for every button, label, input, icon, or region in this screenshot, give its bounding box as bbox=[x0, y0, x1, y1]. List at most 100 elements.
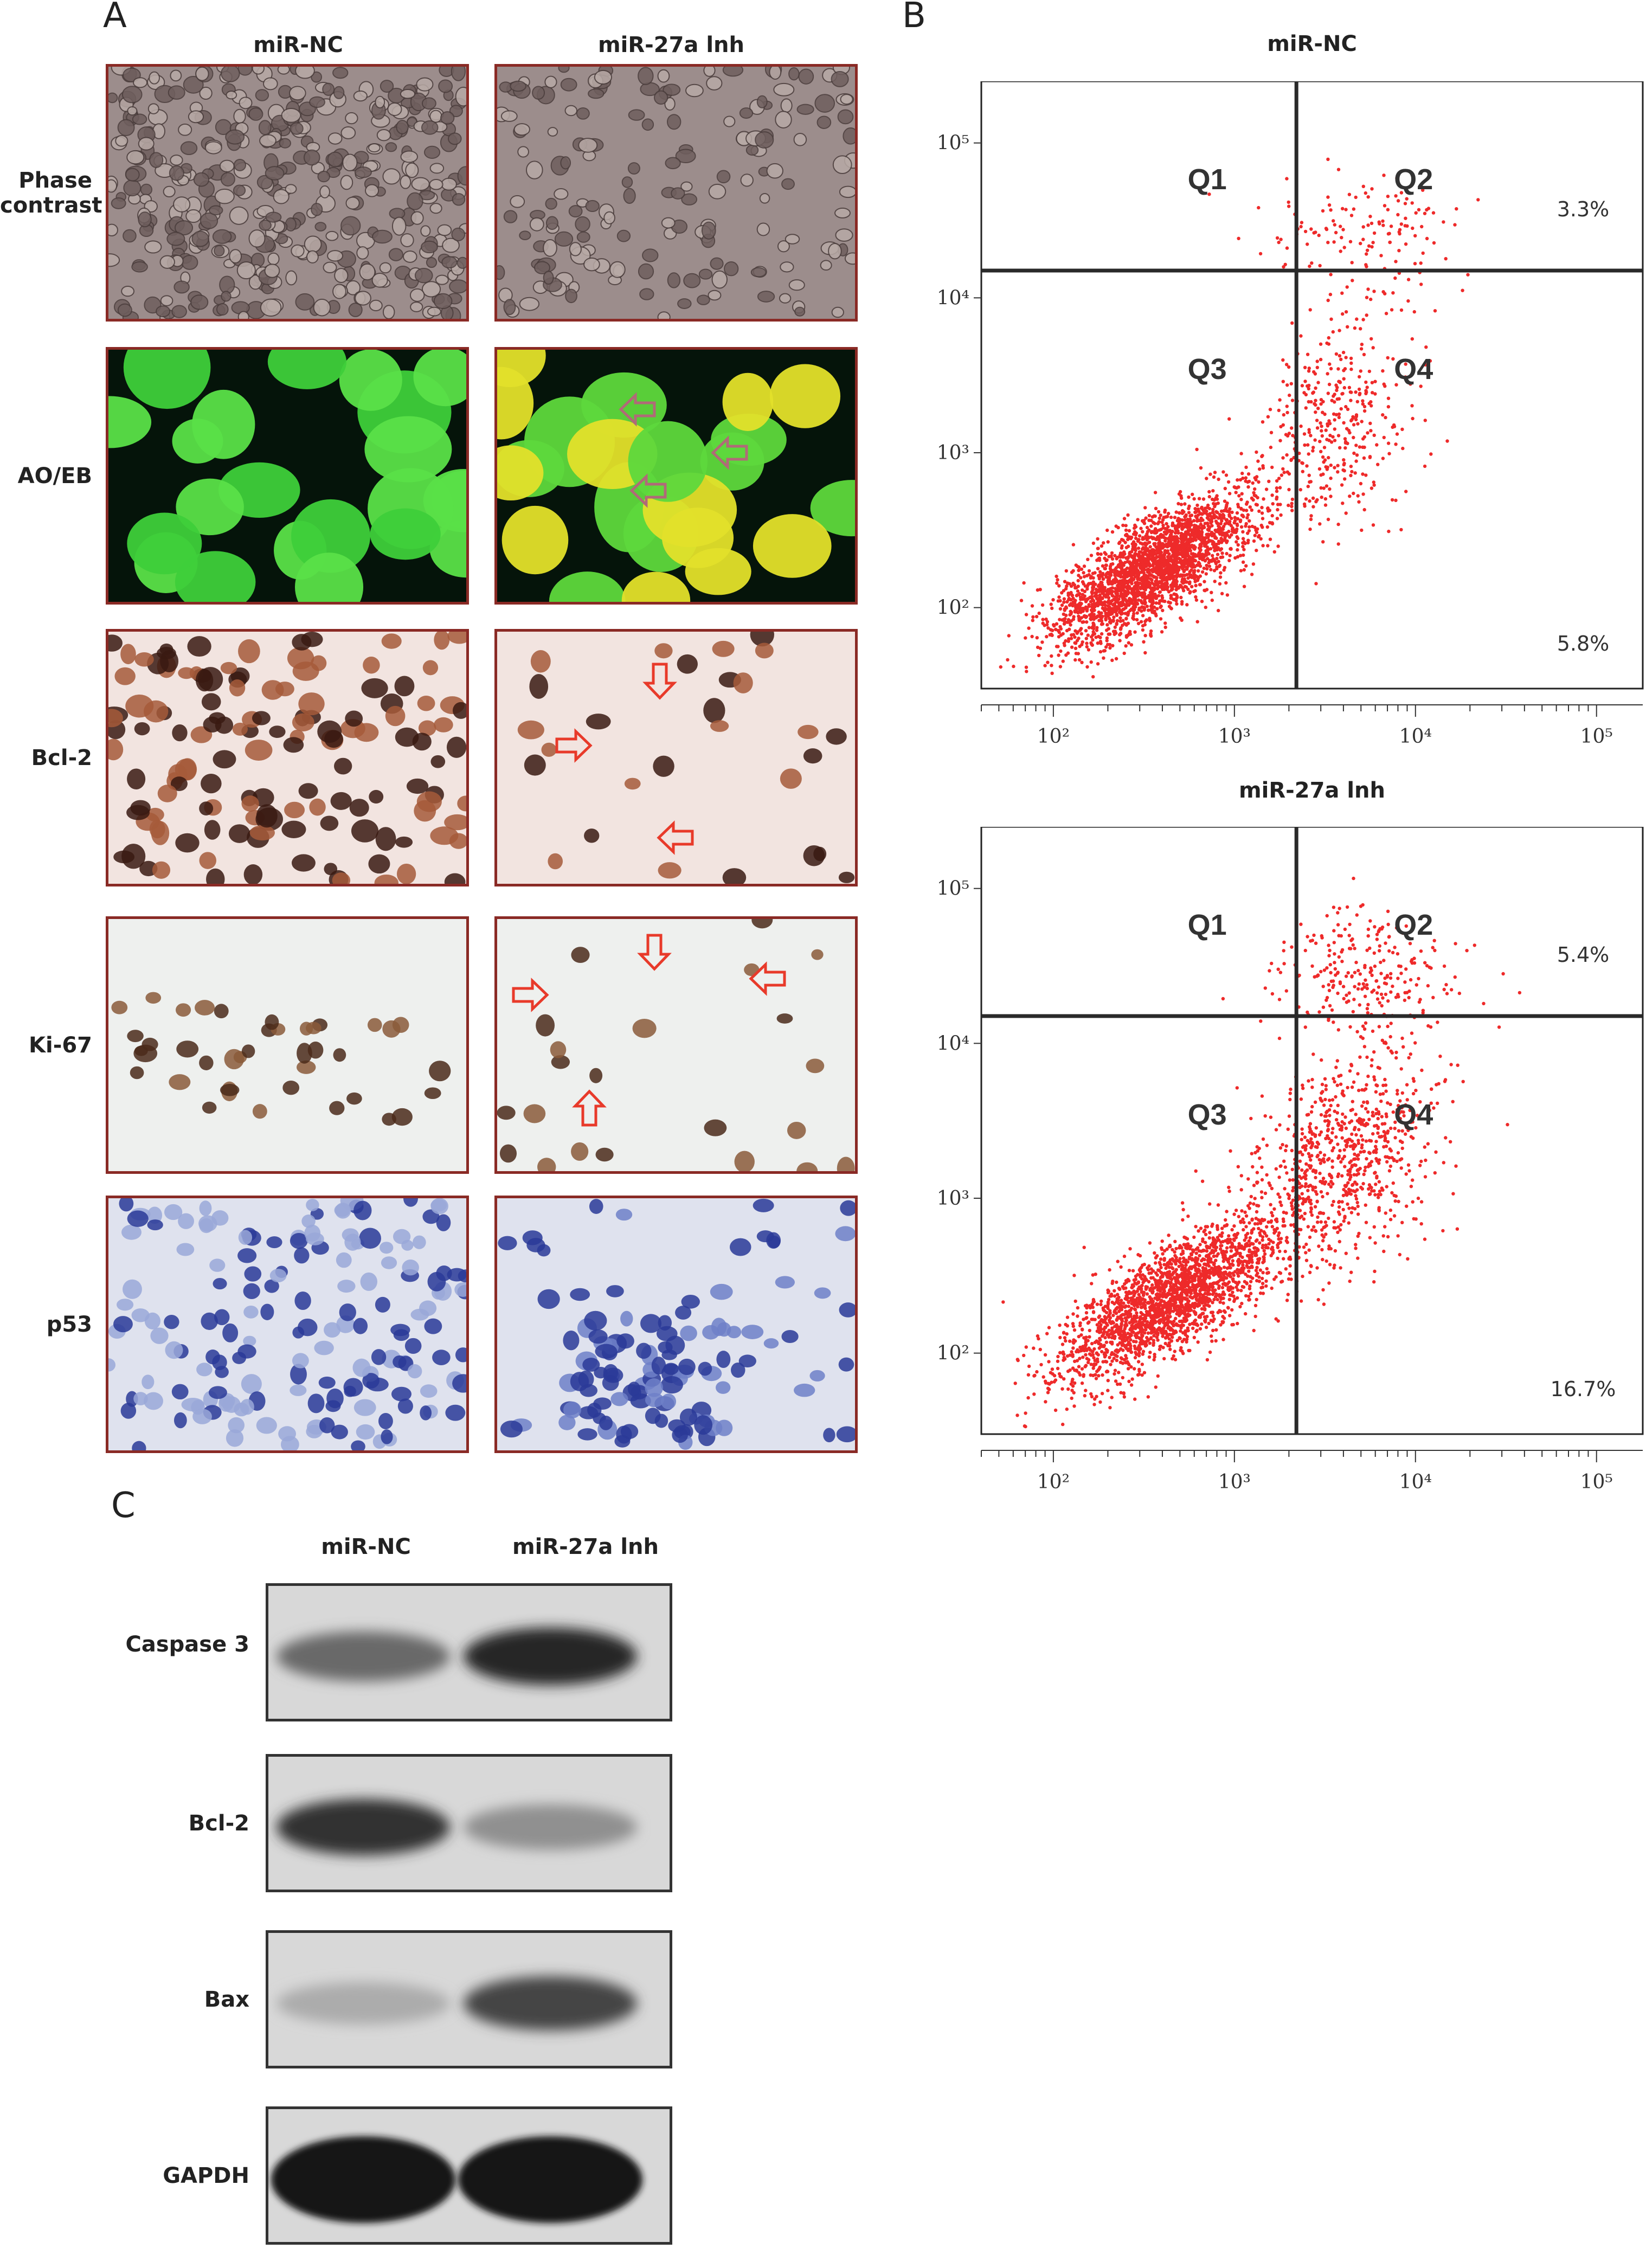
flow-point bbox=[1191, 492, 1194, 496]
flow-point bbox=[1211, 1328, 1215, 1332]
flow-point bbox=[1110, 599, 1114, 603]
flow-point bbox=[1320, 495, 1323, 499]
flow-point bbox=[1240, 471, 1244, 476]
flow-point bbox=[1365, 386, 1369, 389]
flow-point bbox=[1342, 386, 1346, 390]
flow-point bbox=[1254, 503, 1258, 506]
flow-point bbox=[1126, 613, 1130, 617]
flow-point bbox=[1354, 417, 1358, 421]
flow-point bbox=[1311, 449, 1315, 453]
flow-point bbox=[1188, 590, 1192, 594]
flow-point bbox=[1127, 1279, 1131, 1283]
flow-point bbox=[1131, 1269, 1135, 1273]
flow-point bbox=[1369, 337, 1373, 341]
flow-point bbox=[1361, 225, 1365, 229]
flow-point bbox=[1076, 610, 1079, 614]
flow-point bbox=[1306, 352, 1310, 356]
flow-point bbox=[1146, 596, 1150, 600]
flow-point bbox=[1119, 581, 1123, 585]
flow-point bbox=[1249, 1280, 1253, 1283]
flow-point bbox=[1225, 551, 1229, 556]
flow-point bbox=[1079, 1333, 1083, 1337]
flow-point bbox=[1109, 580, 1113, 584]
flow-point bbox=[1326, 241, 1330, 245]
flow-point bbox=[1241, 476, 1245, 480]
flow-point bbox=[1164, 1266, 1168, 1270]
flow-point bbox=[1241, 1217, 1245, 1221]
flow-point bbox=[1190, 552, 1194, 556]
flow-point bbox=[1078, 1323, 1082, 1327]
flow-point bbox=[1072, 1274, 1076, 1277]
flow-point bbox=[1139, 599, 1143, 603]
flow-point bbox=[1139, 592, 1143, 595]
flow-point bbox=[1220, 1231, 1224, 1235]
flow-point bbox=[1404, 216, 1407, 220]
flow-point bbox=[1140, 547, 1145, 551]
flow-point bbox=[1381, 369, 1385, 373]
flow-point bbox=[1361, 318, 1365, 322]
panel-a-row-label: Phase contrast bbox=[0, 168, 102, 218]
flow-point bbox=[1360, 528, 1364, 532]
flow-point bbox=[1080, 660, 1084, 665]
flow-point bbox=[1336, 464, 1340, 467]
flow-point bbox=[1181, 564, 1185, 568]
micrograph-ihc-ki67-mir-27a bbox=[494, 916, 858, 1174]
flow-point bbox=[1189, 1292, 1193, 1295]
flow-point bbox=[1176, 1288, 1180, 1292]
flow-point bbox=[1247, 529, 1251, 533]
flow-point bbox=[1208, 1282, 1212, 1286]
flow-point bbox=[1074, 606, 1078, 609]
flow-point bbox=[1098, 600, 1102, 604]
flow-point bbox=[1373, 392, 1377, 396]
flow-point bbox=[1393, 276, 1397, 280]
flow-point bbox=[1227, 492, 1232, 496]
flow-point bbox=[1174, 1316, 1178, 1320]
flow-point bbox=[1223, 499, 1227, 503]
flow-point bbox=[1356, 494, 1360, 498]
flow-point bbox=[1247, 1239, 1251, 1243]
flow-point bbox=[1290, 509, 1294, 512]
panel-a-row-label: p53 bbox=[46, 1312, 92, 1337]
flow-point bbox=[1119, 1356, 1123, 1360]
flow-point bbox=[1394, 383, 1398, 387]
flow-point bbox=[1213, 471, 1217, 474]
flow-point bbox=[1118, 619, 1122, 623]
flow-point bbox=[1079, 632, 1083, 636]
flow-point bbox=[1320, 429, 1323, 433]
flow-point bbox=[1117, 541, 1121, 545]
flow-point bbox=[1122, 1301, 1126, 1305]
flow-point bbox=[1090, 643, 1094, 646]
flow-point bbox=[1186, 517, 1190, 522]
flow-point bbox=[1366, 287, 1370, 291]
flow-point bbox=[1200, 505, 1204, 509]
flow-point bbox=[1321, 1194, 1324, 1199]
flow-point bbox=[1352, 207, 1356, 211]
flow-point bbox=[1205, 1249, 1209, 1253]
flow-point bbox=[1060, 591, 1064, 595]
flow-point bbox=[1096, 641, 1100, 645]
flow-point bbox=[1222, 568, 1226, 572]
flow-point bbox=[1121, 624, 1124, 627]
flow-point bbox=[1275, 236, 1279, 240]
flow-point bbox=[1027, 626, 1031, 630]
flow-point bbox=[1386, 396, 1391, 400]
flow-point bbox=[1289, 458, 1293, 462]
flow-point bbox=[1069, 637, 1073, 640]
flow-point bbox=[1073, 641, 1077, 645]
flow-point bbox=[1063, 644, 1066, 647]
flow-point bbox=[1136, 554, 1140, 558]
flow-point bbox=[1238, 554, 1243, 557]
flow-point bbox=[1250, 524, 1254, 529]
flow-point bbox=[1337, 415, 1341, 420]
flow-point bbox=[1287, 204, 1291, 208]
flow-point bbox=[1372, 231, 1377, 235]
flow-point bbox=[1175, 561, 1180, 564]
flow-point bbox=[1024, 665, 1028, 669]
flow-point bbox=[1426, 207, 1431, 210]
flow-point bbox=[1186, 1299, 1190, 1303]
flow-point bbox=[1060, 603, 1064, 607]
flow-point bbox=[1315, 359, 1319, 363]
flow-point bbox=[1340, 483, 1344, 487]
flow-point bbox=[1282, 1210, 1285, 1215]
flow-point bbox=[1169, 596, 1173, 600]
